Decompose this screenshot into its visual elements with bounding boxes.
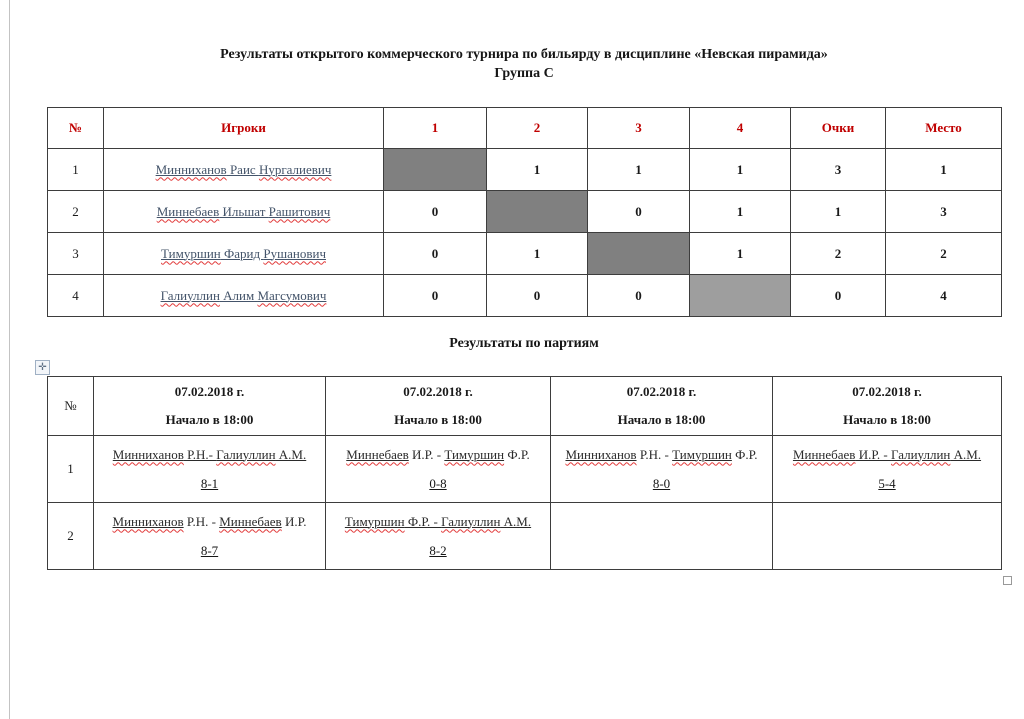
table-resize-handle[interactable] [1003, 576, 1012, 585]
session-time: Начало в 18:00 [843, 412, 931, 427]
diagonal-cell [383, 148, 487, 191]
match-pair-link[interactable]: Миннебаев И.Р. - Галиуллин А.М. [792, 446, 982, 462]
standings-header-place: Место [885, 107, 1002, 149]
match-cell: Минниханов Р.Н. - Миннебаев И.Р. 8-7 [93, 502, 326, 570]
session-header: 07.02.2018 г. Начало в 18:00 [93, 376, 326, 436]
match-score: 8-2 [429, 542, 447, 558]
match-cell: Минниханов Р.Н.- Галиуллин А.М. 8-1 [93, 435, 326, 503]
table-row: 3 Тимуршин Фарид Рушанович 0 1 1 2 2 [47, 232, 1002, 275]
session-date: 07.02.2018 г. [626, 384, 697, 399]
result-cell: 1 [486, 232, 588, 275]
diagonal-cell [587, 232, 690, 275]
result-cell: 1 [689, 190, 791, 233]
match-cell: Тимуршин Ф.Р. - Галиуллин А.М. 8-2 [325, 502, 551, 570]
session-header: 07.02.2018 г. Начало в 18:00 [550, 376, 773, 436]
match-score: 8-1 [200, 475, 219, 491]
row-number: 2 [47, 190, 104, 233]
points-cell: 3 [790, 148, 886, 191]
result-cell: 1 [689, 148, 791, 191]
table-row: 2 Миннебаев Ильшат Рашитович 0 0 1 1 3 [47, 190, 1002, 233]
table-row: 1 Минниханов Р.Н.- Галиуллин А.М. 8-1 Ми… [47, 435, 1002, 503]
standings-table: № Игроки 1 2 3 4 Очки Место 1 Минниханов… [47, 107, 1002, 317]
games-header-row: № 07.02.2018 г. Начало в 18:00 07.02.201… [47, 376, 1002, 436]
standings-header-opp4: 4 [689, 107, 791, 149]
table-row: 1 Минниханов Раис Нургалиевич 1 1 1 3 1 [47, 148, 1002, 191]
session-header: 07.02.2018 г. Начало в 18:00 [325, 376, 551, 436]
row-number: 1 [47, 435, 94, 503]
table-move-handle-icon[interactable]: ✛ [35, 360, 50, 375]
session-time: Начало в 18:00 [165, 412, 254, 427]
session-date: 07.02.2018 г. [403, 384, 473, 399]
games-table: № 07.02.2018 г. Начало в 18:00 07.02.201… [47, 376, 1002, 570]
points-cell: 1 [790, 190, 886, 233]
result-cell: 0 [486, 274, 588, 317]
place-cell: 1 [885, 148, 1002, 191]
table-row: 4 Галиуллин Алим Магсумович 0 0 0 0 4 [47, 274, 1002, 317]
points-cell: 2 [790, 232, 886, 275]
match-pair-link[interactable]: Минниханов Р.Н.- Галиуллин А.М. [112, 446, 307, 462]
row-number: 3 [47, 232, 104, 275]
standings-header-num: № [47, 107, 104, 149]
player-name-link[interactable]: Тимуршин Фарид Рушанович [161, 245, 326, 261]
standings-header-players: Игроки [103, 107, 384, 149]
diagonal-cell [486, 190, 588, 233]
player-name-link[interactable]: Галиуллин Алим Магсумович [160, 287, 327, 303]
match-score: 5-4 [878, 475, 896, 491]
match-cell: Миннебаев И.Р. - Тимуршин Ф.Р. 0-8 [325, 435, 551, 503]
result-cell: 0 [587, 274, 690, 317]
match-pair-link[interactable]: Минниханов Р.Н. - Миннебаев И.Р. [112, 513, 307, 529]
result-cell: 1 [486, 148, 588, 191]
result-cell: 0 [587, 190, 690, 233]
standings-header-opp3: 3 [587, 107, 690, 149]
games-section-heading: Результаты по партиям [449, 336, 599, 351]
match-cell: Минниханов Р.Н. - Тимуршин Ф.Р. 8-0 [550, 435, 773, 503]
session-header: 07.02.2018 г. Начало в 18:00 [772, 376, 1002, 436]
page-edge [9, 0, 10, 719]
points-cell: 0 [790, 274, 886, 317]
result-cell: 1 [587, 148, 690, 191]
place-cell: 4 [885, 274, 1002, 317]
row-number: 1 [47, 148, 104, 191]
session-date: 07.02.2018 г. [174, 384, 245, 399]
session-date: 07.02.2018 г. [852, 384, 922, 399]
standings-header-opp1: 1 [383, 107, 487, 149]
table-row: 2 Минниханов Р.Н. - Миннебаев И.Р. 8-7 Т… [47, 502, 1002, 570]
standings-header-points: Очки [790, 107, 886, 149]
document-title-line1: Результаты открытого коммерческого турни… [220, 47, 828, 62]
row-number: 4 [47, 274, 104, 317]
match-pair-link[interactable]: Минниханов Р.Н. - Тимуршин Ф.Р. [565, 446, 758, 462]
result-cell: 0 [383, 232, 487, 275]
result-cell: 1 [689, 232, 791, 275]
diagonal-cell [689, 274, 791, 317]
player-name-link[interactable]: Миннебаев Ильшат Рашитович [156, 203, 331, 219]
player-name-link[interactable]: Минниханов Раис Нургалиевич [155, 161, 332, 177]
match-pair-link[interactable]: Тимуршин Ф.Р. - Галиуллин А.М. [344, 513, 532, 529]
result-cell: 0 [383, 274, 487, 317]
match-score: 8-0 [652, 475, 671, 491]
place-cell: 2 [885, 232, 1002, 275]
empty-match-cell [772, 502, 1002, 570]
place-cell: 3 [885, 190, 1002, 233]
match-pair-link[interactable]: Миннебаев И.Р. - Тимуршин Ф.Р. [346, 446, 530, 462]
result-cell: 0 [383, 190, 487, 233]
empty-match-cell [550, 502, 773, 570]
document-title-line2: Группа C [494, 66, 554, 81]
session-time: Начало в 18:00 [617, 412, 706, 427]
games-header-num: № [47, 376, 94, 436]
match-cell: Миннебаев И.Р. - Галиуллин А.М. 5-4 [772, 435, 1002, 503]
match-score: 0-8 [429, 475, 447, 491]
standings-header-row: № Игроки 1 2 3 4 Очки Место [47, 107, 1002, 149]
match-score: 8-7 [200, 542, 219, 558]
session-time: Начало в 18:00 [394, 412, 482, 427]
standings-header-opp2: 2 [486, 107, 588, 149]
document-title: Результаты открытого коммерческого турни… [47, 45, 1001, 83]
row-number: 2 [47, 502, 94, 570]
